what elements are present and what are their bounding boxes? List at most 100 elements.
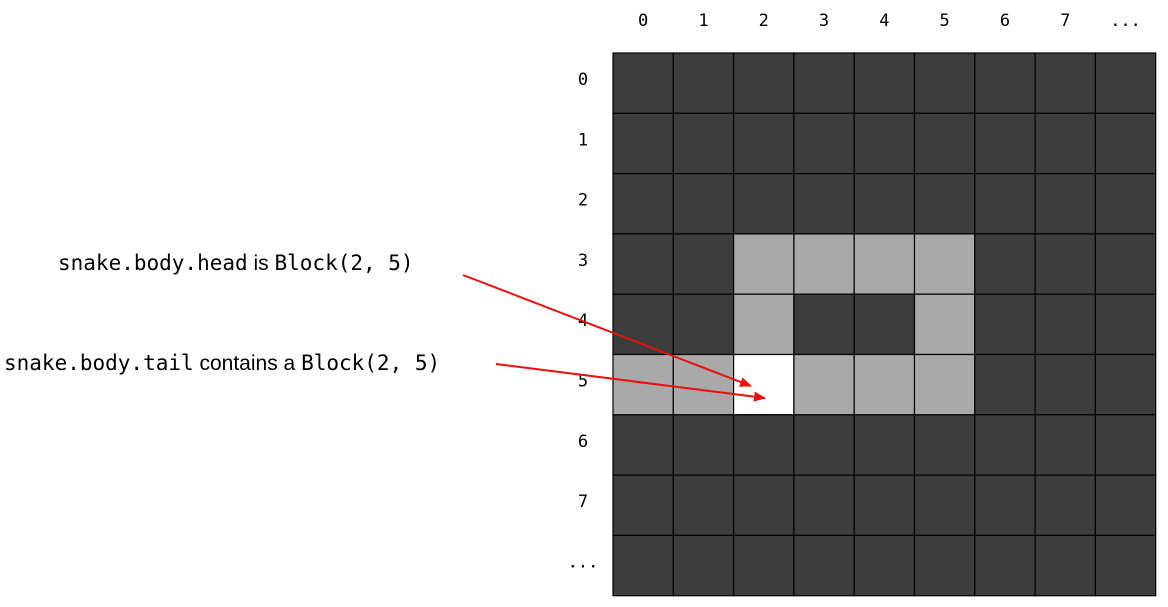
annotation-tail-block: Block(2, 5) xyxy=(301,351,440,375)
grid-cell-body xyxy=(793,233,855,295)
row-label: 6 xyxy=(578,432,588,452)
grid-cell-empty xyxy=(612,414,674,476)
column-label: ... xyxy=(1110,11,1141,31)
row-label: 2 xyxy=(578,191,588,211)
grid-cell-empty xyxy=(612,474,674,537)
grid-cell-empty xyxy=(612,112,674,175)
grid-cell-empty xyxy=(974,293,1036,356)
grid-cell-empty xyxy=(1034,52,1096,114)
grid-cell-empty xyxy=(913,112,976,175)
grid-cell-empty xyxy=(1094,414,1157,476)
grid-cell-empty xyxy=(853,534,916,597)
grid-cell-empty xyxy=(853,173,916,235)
grid-cell-empty xyxy=(672,173,735,235)
grid-cell-empty xyxy=(974,52,1036,114)
grid-cell-empty xyxy=(672,112,735,175)
grid-cell-body xyxy=(853,353,916,416)
grid-cell-empty xyxy=(1094,173,1157,235)
row-label: 7 xyxy=(578,492,588,512)
grid-cell-empty xyxy=(974,353,1036,416)
grid-cell-empty xyxy=(853,293,916,356)
grid-cell-empty xyxy=(672,233,735,295)
grid-cell-empty xyxy=(1034,474,1096,537)
grid-cell-empty xyxy=(612,52,674,114)
grid-cell-body xyxy=(913,293,976,356)
grid-cell-empty xyxy=(1034,233,1096,295)
grid-cell-empty xyxy=(853,414,916,476)
annotation-head-block: Block(2, 5) xyxy=(275,251,414,275)
grid-cell-empty xyxy=(974,474,1036,537)
column-label: 7 xyxy=(1060,11,1070,31)
grid-cell-empty xyxy=(672,52,735,114)
grid-cell-empty xyxy=(1034,112,1096,175)
annotation-head-prose: is xyxy=(248,252,275,275)
grid-cell-empty xyxy=(1094,534,1157,597)
grid-cell-empty xyxy=(974,534,1036,597)
grid-cell-empty xyxy=(672,414,735,476)
grid-cell-empty xyxy=(672,534,735,597)
annotation-tail-prose: contains a xyxy=(194,352,301,375)
grid-cell-empty xyxy=(913,534,976,597)
grid-cell-empty xyxy=(612,233,674,295)
annotation-head-code: snake.body.head xyxy=(58,251,248,275)
grid-cell-body xyxy=(793,353,855,416)
annotation-head: snake.body.head is Block(2, 5) xyxy=(58,251,414,275)
grid-cell-empty xyxy=(853,474,916,537)
grid-cell-empty xyxy=(1094,353,1157,416)
row-labels: 01234567... xyxy=(568,70,599,572)
grid-cell-head xyxy=(732,353,795,416)
grid-cell-empty xyxy=(793,173,855,235)
grid-cell-empty xyxy=(1094,474,1157,537)
grid-cell-empty xyxy=(793,52,855,114)
grid-cell-body xyxy=(732,233,795,295)
grid-cell-empty xyxy=(793,474,855,537)
column-label: 0 xyxy=(638,11,648,31)
grid-cell-empty xyxy=(1094,293,1157,356)
row-label: 3 xyxy=(578,251,588,271)
column-label: 6 xyxy=(1000,11,1010,31)
grid-cell-body xyxy=(913,233,976,295)
row-label: ... xyxy=(568,552,599,572)
annotation-tail: snake.body.tail contains a Block(2, 5) xyxy=(4,351,440,375)
grid-cell-empty xyxy=(1034,293,1096,356)
row-label: 1 xyxy=(578,130,588,150)
grid-cell-empty xyxy=(974,173,1036,235)
grid-cell-empty xyxy=(913,173,976,235)
grid-cell-empty xyxy=(793,534,855,597)
grid-cell-empty xyxy=(913,52,976,114)
grid-cell-empty xyxy=(1034,173,1096,235)
grid-cell-empty xyxy=(672,474,735,537)
grid-cell-empty xyxy=(1034,534,1096,597)
grid-cell-empty xyxy=(793,293,855,356)
grid-cell-empty xyxy=(732,112,795,175)
row-label: 5 xyxy=(578,372,588,392)
grid-cell-empty xyxy=(793,112,855,175)
grid-cells xyxy=(612,52,1157,597)
arrow-tail-to-cell xyxy=(495,363,766,402)
grid-cell-empty xyxy=(1094,52,1157,114)
arrow-head-to-cell xyxy=(462,274,752,387)
column-label: 4 xyxy=(879,11,889,31)
column-label: 5 xyxy=(940,11,950,31)
grid-cell-empty xyxy=(793,414,855,476)
grid-cell-empty xyxy=(732,474,795,537)
grid-cell-empty xyxy=(732,52,795,114)
grid-cell-empty xyxy=(1094,112,1157,175)
column-label: 3 xyxy=(819,11,829,31)
grid-cell-empty xyxy=(612,173,674,235)
grid-cell-body xyxy=(672,353,735,416)
grid-cell-empty xyxy=(974,112,1036,175)
grid-cell-empty xyxy=(974,414,1036,476)
column-label: 1 xyxy=(698,11,708,31)
annotation-tail-code: snake.body.tail xyxy=(4,351,194,375)
column-label: 2 xyxy=(759,11,769,31)
grid-cell-empty xyxy=(853,112,916,175)
grid-cell-empty xyxy=(1034,353,1096,416)
grid-cell-empty xyxy=(1094,233,1157,295)
grid-cell-empty xyxy=(974,233,1036,295)
grid-cell-empty xyxy=(913,414,976,476)
grid-cell-empty xyxy=(672,293,735,356)
grid-cell-body xyxy=(853,233,916,295)
grid-cell-empty xyxy=(732,534,795,597)
